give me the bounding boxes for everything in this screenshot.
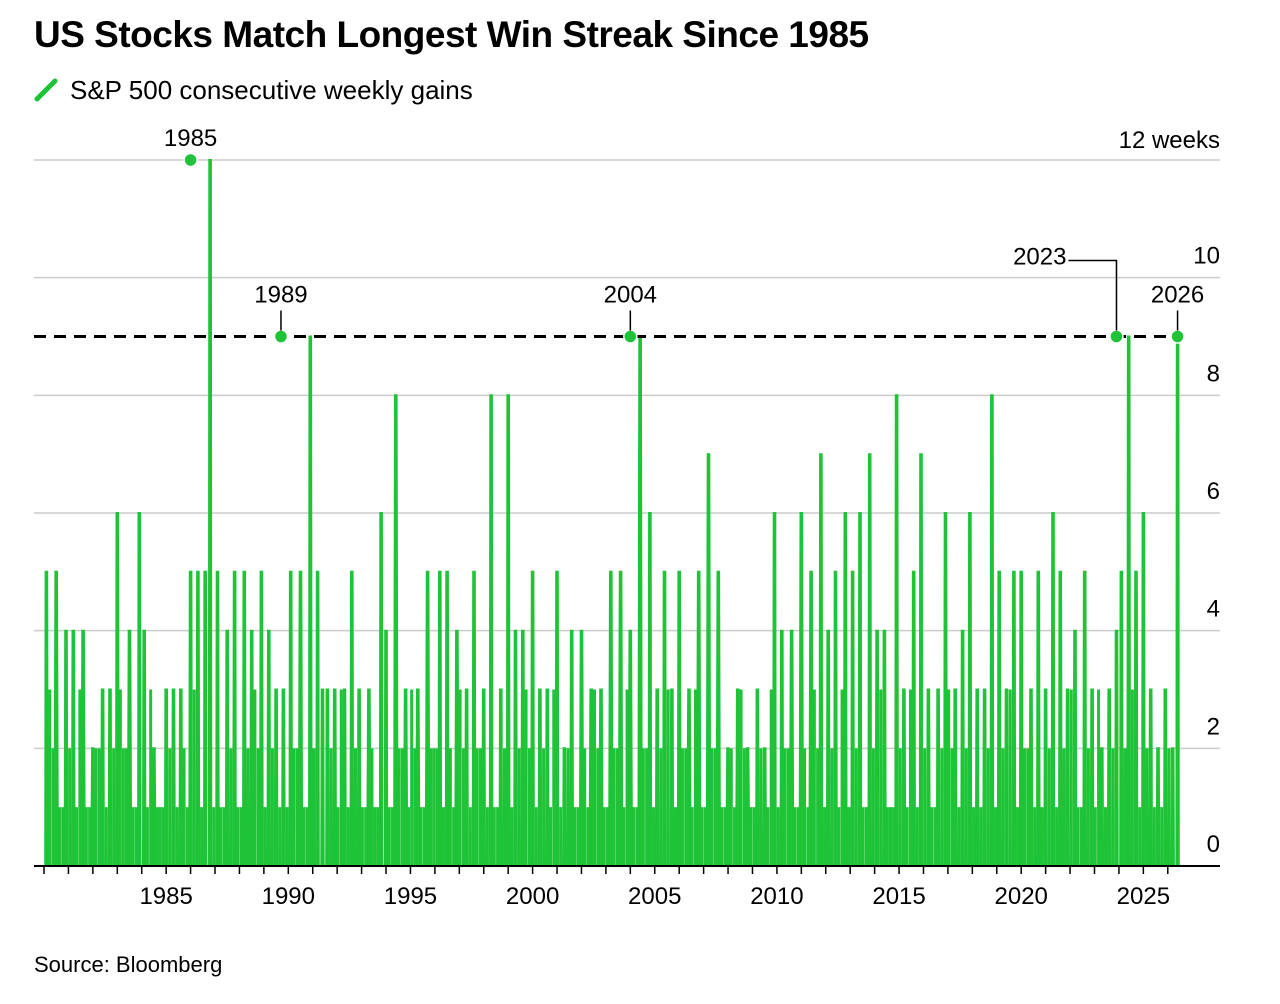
green-line-icon — [34, 78, 58, 102]
annotation-marker — [1170, 329, 1185, 344]
x-tick-label: 1985 — [139, 883, 192, 910]
legend-label: S&P 500 consecutive weekly gains — [70, 74, 473, 105]
source-note: Source: Bloomberg — [34, 952, 223, 977]
x-tick-label: 2010 — [750, 883, 803, 910]
x-tick-label: 2005 — [628, 883, 681, 910]
annotation-label: 2004 — [604, 282, 657, 309]
annotation-label: 1989 — [254, 282, 307, 309]
x-tick-label: 2015 — [872, 883, 925, 910]
x-axis: 1985 1990 1995 2000 2005 2010 2015 2020 2025 — [34, 865, 1220, 910]
annotation-label: 1985 — [164, 125, 217, 152]
y-tick-label: 8 — [1207, 360, 1220, 387]
annotation-marker — [273, 329, 289, 344]
x-tick-label: 2000 — [506, 883, 559, 910]
annotation-leader — [1068, 259, 1118, 331]
annotation-marker — [183, 152, 198, 168]
x-tick-label: 1990 — [262, 883, 315, 910]
y-tick-label: 6 — [1207, 478, 1220, 505]
x-tick-label: 1995 — [384, 883, 437, 910]
y-tick-label: 0 — [1207, 831, 1220, 858]
annotations: 1985 1989 2004 2023 2026 — [164, 125, 1204, 344]
y-tick-label: 12 weeks — [1119, 127, 1220, 154]
y-tick-label: 10 — [1193, 243, 1220, 270]
annotation-marker — [623, 329, 638, 344]
annotation-marker — [1109, 329, 1124, 344]
chart-title: US Stocks Match Longest Win Streak Since… — [34, 14, 869, 55]
x-tick-label: 2025 — [1117, 883, 1170, 910]
y-tick-label: 4 — [1207, 596, 1220, 623]
annotation-label: 2026 — [1151, 282, 1204, 309]
legend: S&P 500 consecutive weekly gains — [34, 74, 473, 106]
y-axis: 0 2 4 6 8 10 12 weeks — [1119, 127, 1220, 858]
annotation-label: 2023 — [1013, 244, 1066, 271]
x-tick-label: 2020 — [995, 883, 1048, 910]
y-tick-label: 2 — [1207, 713, 1220, 740]
